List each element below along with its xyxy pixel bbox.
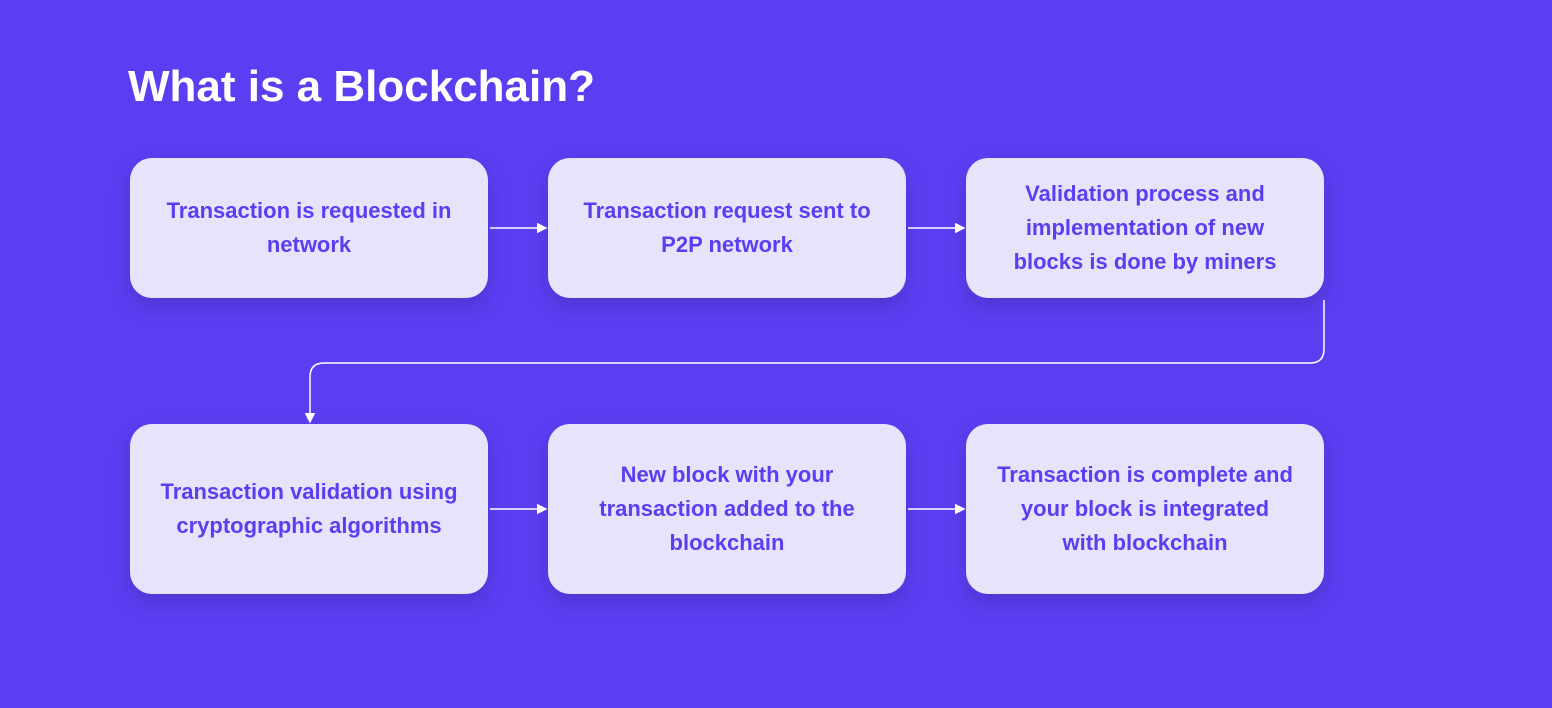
- arrows-layer: [0, 0, 1552, 708]
- diagram-canvas: What is a Blockchain?Transaction is requ…: [0, 0, 1552, 708]
- arrow-a3: [310, 300, 1324, 422]
